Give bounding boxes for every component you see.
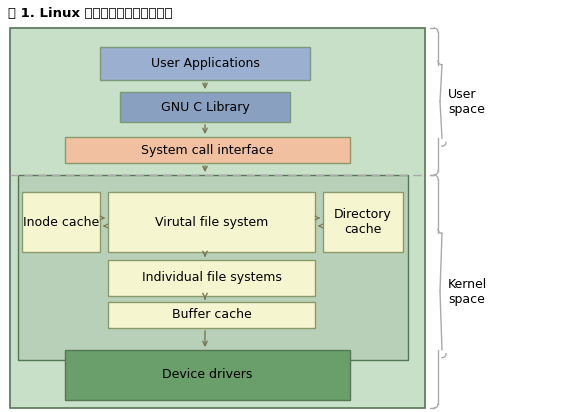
Text: Kernel
space: Kernel space xyxy=(448,278,487,306)
FancyBboxPatch shape xyxy=(18,175,408,360)
Text: GNU C Library: GNU C Library xyxy=(160,101,249,113)
FancyBboxPatch shape xyxy=(108,260,315,296)
FancyBboxPatch shape xyxy=(323,192,403,252)
Text: Virutal file system: Virutal file system xyxy=(155,215,268,229)
FancyBboxPatch shape xyxy=(108,192,315,252)
Text: Buffer cache: Buffer cache xyxy=(171,309,252,321)
FancyBboxPatch shape xyxy=(65,350,350,400)
FancyBboxPatch shape xyxy=(22,192,100,252)
Text: System call interface: System call interface xyxy=(141,143,273,157)
Text: Inode cache: Inode cache xyxy=(23,215,99,229)
FancyBboxPatch shape xyxy=(65,137,350,163)
Text: 图 1. Linux 文件系统组件的体系结构: 图 1. Linux 文件系统组件的体系结构 xyxy=(8,7,173,20)
FancyBboxPatch shape xyxy=(100,47,310,80)
Text: Directory
cache: Directory cache xyxy=(334,208,392,236)
FancyBboxPatch shape xyxy=(120,92,290,122)
Text: User
space: User space xyxy=(448,87,485,115)
FancyBboxPatch shape xyxy=(10,28,425,408)
Text: Individual file systems: Individual file systems xyxy=(141,272,282,285)
Text: Device drivers: Device drivers xyxy=(162,368,253,382)
Text: User Applications: User Applications xyxy=(151,57,260,70)
FancyBboxPatch shape xyxy=(108,302,315,328)
